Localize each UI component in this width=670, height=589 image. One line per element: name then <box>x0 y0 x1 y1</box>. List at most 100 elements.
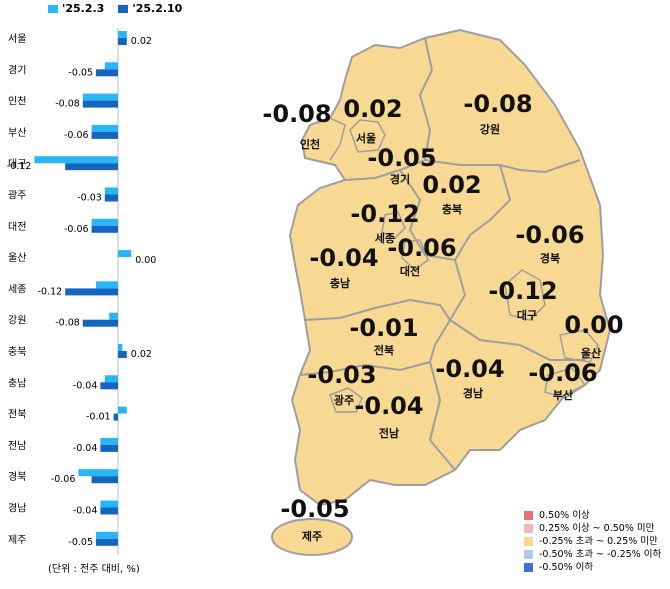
map-value-경남: -0.04 <box>435 355 504 383</box>
map-region-name: 부산 <box>553 388 573 402</box>
category-label: 전북 <box>8 409 26 421</box>
border-gyeonggi-gangwon <box>418 37 434 161</box>
map-value-대구: -0.12 <box>488 277 557 305</box>
data-label: -0.08 <box>55 318 80 329</box>
border-chungnam-jeonbuk <box>304 298 451 321</box>
bar-2 <box>82 100 118 108</box>
category-label: 충북 <box>8 346 26 358</box>
map-legend-swatch <box>524 524 533 533</box>
border-daejeon <box>401 239 429 271</box>
map-region-name: 충북 <box>442 202 462 216</box>
map-region-name: 전남 <box>379 426 399 440</box>
data-label: -0.04 <box>73 506 98 517</box>
bar-2 <box>96 69 118 77</box>
bar-2 <box>104 194 118 202</box>
bar-1 <box>91 124 118 132</box>
series-legend: '25.2.3 '25.2.10 <box>48 2 182 15</box>
bar-2 <box>82 319 118 327</box>
border-sejong <box>381 211 406 239</box>
map-value-대전: -0.06 <box>387 234 456 262</box>
border-seoul <box>349 119 386 153</box>
map-legend-swatch <box>524 563 533 572</box>
category-label: 전남 <box>8 440 26 452</box>
map-jeju <box>271 518 353 556</box>
border-incheon <box>329 117 346 161</box>
bar-2 <box>118 38 127 45</box>
bar-1 <box>82 93 118 101</box>
bar-2 <box>91 476 118 484</box>
map-value-인천: -0.08 <box>262 100 331 128</box>
bar-1 <box>96 531 118 539</box>
map-legend-row: -0.50% 초과 ~ -0.25% 이하 <box>524 548 661 561</box>
bar-1 <box>100 500 118 508</box>
bar-1 <box>78 469 118 477</box>
bar-2 <box>91 131 118 139</box>
data-label: -0.12 <box>7 161 32 172</box>
data-label: 0.02 <box>131 36 152 47</box>
category-label: 충남 <box>8 377 26 389</box>
map-region-name: 경기 <box>390 172 410 186</box>
border-busan <box>544 367 587 399</box>
map-legend-swatch <box>524 550 533 559</box>
bar-2 <box>65 163 118 171</box>
category-label: 서울 <box>8 33 26 45</box>
data-label: -0.06 <box>64 224 89 235</box>
bar-2 <box>96 538 118 546</box>
map-mainland <box>288 28 612 507</box>
map-value-서울: 0.02 <box>343 95 402 123</box>
map-legend-label: -0.50% 이하 <box>539 562 594 573</box>
category-label: 대전 <box>8 221 26 233</box>
bar-1 <box>118 250 132 258</box>
map-color-legend: 0.50% 이상 0.25% 이상 ~ 0.50% 미만 -0.25% 초과 ~… <box>524 509 661 574</box>
map-legend-row: 0.50% 이상 <box>524 509 661 522</box>
bar-1 <box>104 375 118 383</box>
map-value-충북: 0.02 <box>422 171 481 199</box>
data-label: -0.06 <box>51 474 76 485</box>
category-label: 강원 <box>8 315 26 327</box>
map-region-name: 인천 <box>300 137 320 151</box>
category-label: 부산 <box>8 127 26 139</box>
bar-1 <box>104 62 118 70</box>
map-value-강원: -0.08 <box>463 90 532 118</box>
bar-2 <box>100 382 118 390</box>
legend-item-series-1: '25.2.3 <box>48 2 104 15</box>
data-label: -0.05 <box>68 537 93 548</box>
legend-label-series-2: '25.2.10 <box>132 2 183 15</box>
map-region-name: 강원 <box>480 122 500 136</box>
map-legend-label: 0.25% 이상 ~ 0.50% 미만 <box>539 523 655 534</box>
bar-2 <box>65 288 118 296</box>
border-ulsan <box>559 329 599 363</box>
category-label: 대구 <box>8 158 26 170</box>
data-label: -0.04 <box>73 443 98 454</box>
border-gwangju <box>329 387 363 413</box>
category-label: 경북 <box>8 470 26 483</box>
map-legend-row: -0.50% 이하 <box>524 561 661 574</box>
legend-swatch-series-1 <box>48 4 58 13</box>
bar-2 <box>118 351 127 358</box>
border-jeonbuk-jeonnam <box>299 361 431 376</box>
bar-1 <box>118 406 127 414</box>
map-value-경북: -0.06 <box>515 221 584 249</box>
category-label: 경기 <box>8 63 26 76</box>
data-label: -0.05 <box>68 67 93 78</box>
bar-1 <box>104 187 118 195</box>
bar-1 <box>100 437 118 445</box>
map-value-광주: -0.03 <box>307 361 376 389</box>
legend-item-series-2: '25.2.10 <box>118 2 182 15</box>
map-legend-swatch <box>524 511 533 520</box>
border-gyeonggi-chungnam <box>344 159 426 181</box>
map-region-name: 대전 <box>400 264 420 278</box>
bar-2 <box>100 444 118 452</box>
map-region-name: 광주 <box>334 394 354 407</box>
map-value-전북: -0.01 <box>349 314 418 342</box>
map-value-세종: -0.12 <box>350 200 419 228</box>
map-value-충남: -0.04 <box>309 244 378 272</box>
map-value-울산: 0.00 <box>564 311 623 339</box>
data-label: -0.03 <box>77 193 102 204</box>
bar-1 <box>118 31 127 38</box>
map-legend-row: 0.25% 이상 ~ 0.50% 미만 <box>524 522 661 535</box>
category-label: 광주 <box>8 190 26 202</box>
map-region-name: 울산 <box>581 346 601 360</box>
